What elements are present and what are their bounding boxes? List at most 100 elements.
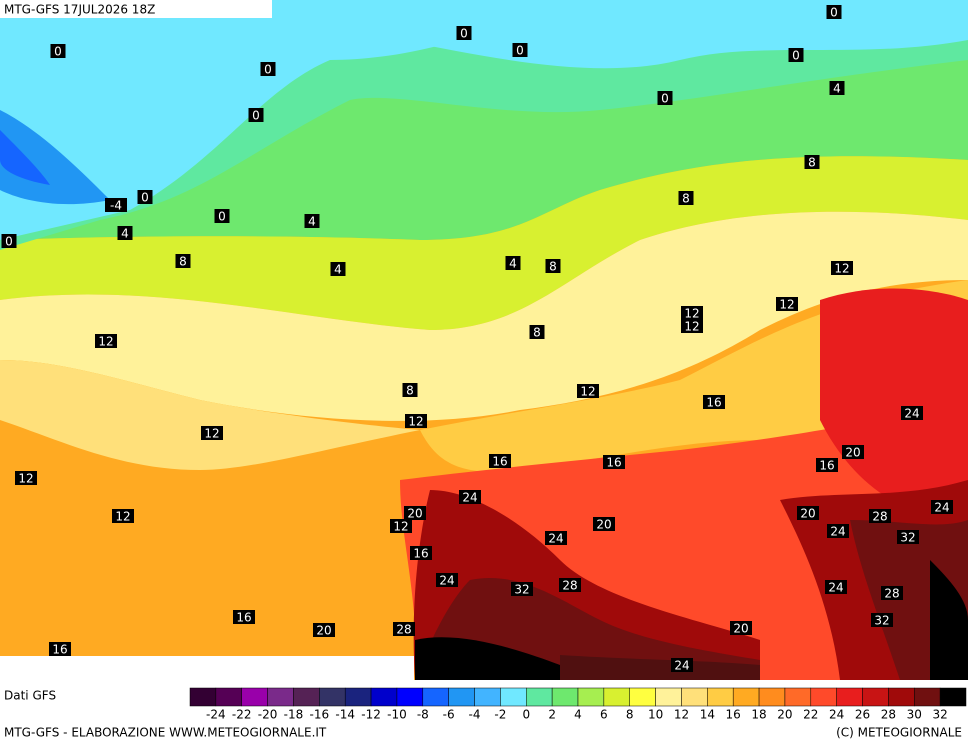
contour-label: 4 — [334, 263, 342, 277]
contour-label-box — [233, 610, 255, 624]
colorbar-tick-label: -2 — [494, 708, 506, 722]
contour-label-box — [410, 546, 432, 560]
contour-label-box — [402, 383, 418, 397]
colorbar-tick-label: 18 — [751, 708, 766, 722]
colorbar-tick-label: 20 — [777, 708, 792, 722]
contour-label-box — [797, 506, 819, 520]
contour-label: 28 — [884, 587, 899, 601]
contour-label-box — [112, 509, 134, 523]
contour-label-box — [512, 43, 528, 57]
colorbar-swatch — [681, 687, 708, 707]
colorbar-swatch — [474, 687, 501, 707]
contour-label-box — [657, 91, 673, 105]
contour-label-box — [681, 319, 703, 333]
colorbar-swatch — [836, 687, 863, 707]
colorbar-tick-label: -10 — [387, 708, 407, 722]
colorbar-tick-label: 6 — [600, 708, 608, 722]
contour-label: 20 — [407, 507, 422, 521]
contour-label: 24 — [439, 574, 454, 588]
colorbar-swatch — [603, 687, 630, 707]
colorbar-tick-label: 14 — [700, 708, 715, 722]
contour-label-box — [681, 306, 703, 320]
contour-label-box — [404, 506, 426, 520]
contour-label: 4 — [509, 257, 517, 271]
contour-label-box — [393, 622, 415, 636]
contour-label: 0 — [54, 45, 62, 59]
contour-label-box — [456, 26, 472, 40]
contour-label-box — [804, 155, 820, 169]
contour-label: 0 — [830, 6, 838, 20]
contour-label: 20 — [596, 518, 611, 532]
contour-label: 24 — [904, 407, 919, 421]
contour-label: 8 — [808, 156, 816, 170]
contour-label: 4 — [833, 82, 841, 96]
colorbar-tick-label: -14 — [335, 708, 355, 722]
footer-right: (C) METEOGIORNALE — [836, 726, 962, 740]
contour-label: 4 — [308, 215, 316, 229]
contour-label-box — [214, 209, 230, 223]
contour-label: 12 — [580, 385, 595, 399]
colorbar-swatch — [215, 687, 242, 707]
contour-label: 28 — [562, 579, 577, 593]
contour-label-box — [671, 658, 693, 672]
contour-label: 0 — [264, 63, 272, 77]
contour-label: 32 — [874, 614, 889, 628]
colorbar-swatch — [577, 687, 605, 707]
contour-label: 12 — [393, 520, 408, 534]
colorbar-swatch — [629, 687, 656, 707]
contour-label-box — [489, 454, 511, 468]
colorbar-tick-label: 32 — [932, 708, 947, 722]
colorbar-tick-label: 8 — [626, 708, 634, 722]
colorbar: -24 -22 -20 -18 -16 -14 -12 -10 -8 -6 -4 -2 0 2 4 6 8 10 1… — [189, 687, 967, 722]
colorbar-swatch — [655, 687, 682, 707]
colorbar-swatch — [732, 687, 760, 707]
contour-label: 24 — [674, 659, 689, 673]
colorbar-swatch — [500, 687, 527, 707]
contour-label-box — [529, 325, 545, 339]
contour-label: 16 — [52, 643, 67, 657]
colorbar-swatch — [810, 687, 837, 707]
colorbar-tick-label: 30 — [907, 708, 922, 722]
contour-label: 28 — [396, 623, 411, 637]
contour-label-box — [117, 226, 133, 240]
contour-label: 20 — [316, 624, 331, 638]
contour-label-box — [248, 108, 264, 122]
contour-label: 20 — [733, 622, 748, 636]
contour-label-box — [201, 426, 223, 440]
map-title: MTG-GFS 17JUL2026 18Z — [4, 3, 155, 17]
contour-label: 8 — [682, 192, 690, 206]
contour-label-box — [15, 471, 37, 485]
contour-label-box — [137, 190, 153, 204]
colorbar-tick-label: 2 — [548, 708, 556, 722]
contour-label: 4 — [121, 227, 129, 241]
contour-label-box — [459, 490, 481, 504]
contour-label: 24 — [548, 532, 563, 546]
contour-label: 12 — [684, 307, 699, 321]
contour-label-box — [901, 406, 923, 420]
contour-label: 24 — [934, 501, 949, 515]
contour-label-box — [678, 191, 694, 205]
contour-label: -4 — [110, 199, 122, 213]
colorbar-swatch — [370, 687, 398, 707]
contour-label: 28 — [872, 510, 887, 524]
contour-label: 0 — [661, 92, 669, 106]
contour-label: 8 — [533, 326, 541, 340]
contour-label: 12 — [98, 335, 113, 349]
contour-label: 0 — [252, 109, 260, 123]
contour-label: 0 — [516, 44, 524, 58]
colorbar-tick-label: -16 — [310, 708, 330, 722]
contour-label-box — [869, 509, 891, 523]
colorbar-tick-label: -12 — [361, 708, 381, 722]
colorbar-swatch — [448, 687, 475, 707]
colorbar-tick-label: -20 — [258, 708, 278, 722]
colorbar-swatch — [914, 687, 941, 707]
contour-label-box — [776, 297, 798, 311]
contour-label-box — [871, 613, 893, 627]
colorbar-swatch — [267, 687, 294, 707]
colorbar-tick-label: 28 — [881, 708, 896, 722]
contour-label-box — [260, 62, 276, 76]
contour-label: 12 — [204, 427, 219, 441]
colorbar-tick-label: -24 — [206, 708, 226, 722]
colorbar-tick-label: 0 — [522, 708, 530, 722]
colorbar-swatch — [344, 687, 372, 707]
